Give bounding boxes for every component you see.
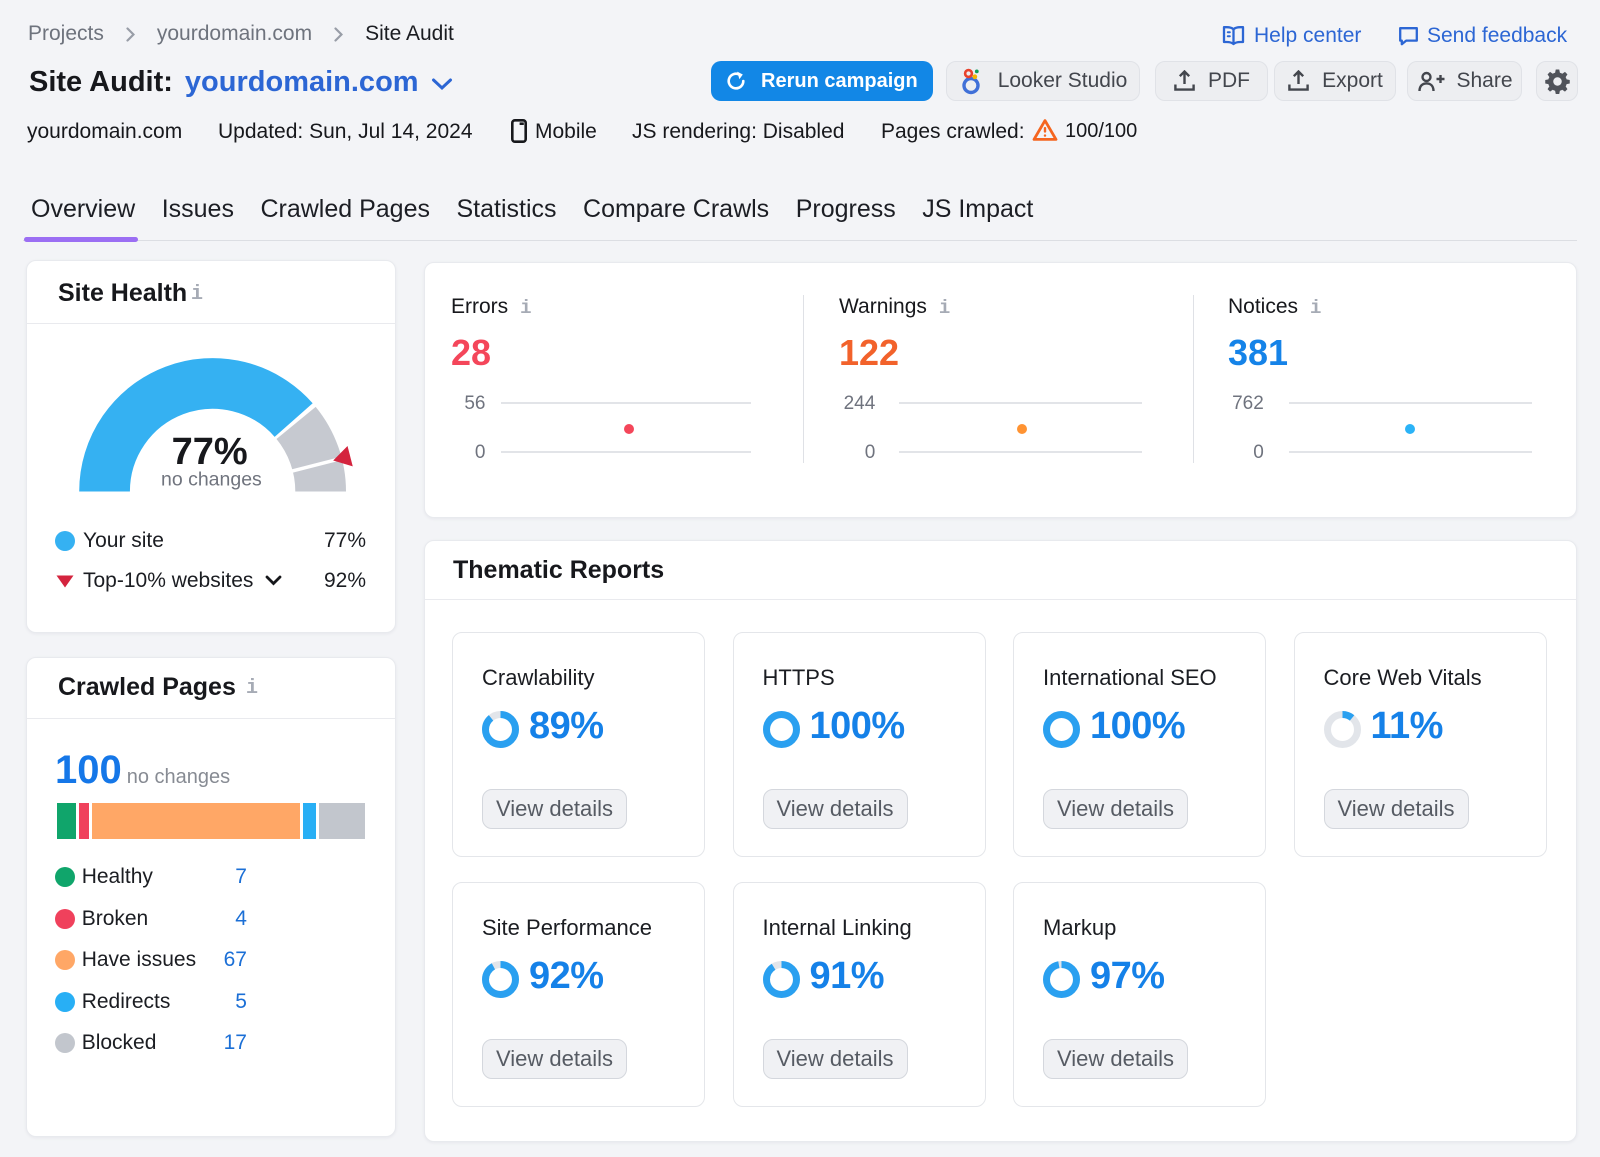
svg-text:77%: 77%: [172, 431, 248, 473]
svg-text:no changes: no changes: [161, 468, 262, 490]
